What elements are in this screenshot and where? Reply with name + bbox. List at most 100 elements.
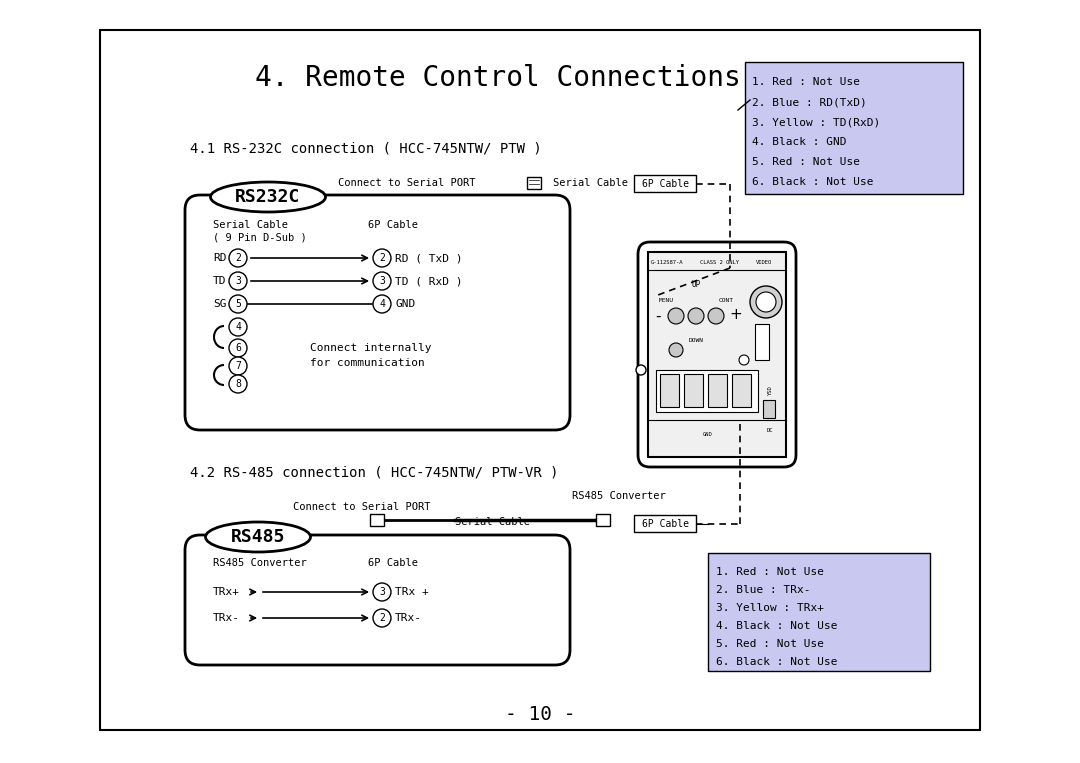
- Text: 2: 2: [379, 613, 384, 623]
- Circle shape: [373, 583, 391, 601]
- Circle shape: [688, 308, 704, 324]
- Text: SG: SG: [213, 299, 227, 309]
- Text: 4: 4: [379, 299, 384, 309]
- Text: 3. Yellow : TRx+: 3. Yellow : TRx+: [716, 603, 824, 613]
- Text: 6P Cable: 6P Cable: [642, 179, 689, 189]
- Text: RS485 Converter: RS485 Converter: [572, 491, 665, 501]
- Text: 1. Red : Not Use: 1. Red : Not Use: [752, 77, 860, 87]
- Text: G-112S87-A: G-112S87-A: [651, 259, 684, 265]
- Circle shape: [229, 357, 247, 375]
- Text: Connect to Serial PORT: Connect to Serial PORT: [338, 178, 475, 188]
- Text: TRx-: TRx-: [395, 613, 422, 623]
- Text: 4. Black : Not Use: 4. Black : Not Use: [716, 621, 837, 631]
- Bar: [648, 252, 786, 457]
- Bar: [634, 515, 696, 532]
- Text: 4. Black : GND: 4. Black : GND: [752, 137, 847, 147]
- Bar: [745, 62, 963, 194]
- Text: CONT: CONT: [718, 298, 733, 302]
- Text: MENU: MENU: [659, 298, 674, 302]
- Circle shape: [373, 295, 391, 313]
- Text: 4.2 RS-485 connection ( HCC-745NTW/ PTW-VR ): 4.2 RS-485 connection ( HCC-745NTW/ PTW-…: [190, 465, 558, 479]
- Text: 6P Cable: 6P Cable: [642, 519, 689, 529]
- Text: TD: TD: [213, 276, 227, 286]
- Text: RS485 Converter: RS485 Converter: [213, 558, 307, 568]
- Text: RD: RD: [213, 253, 227, 263]
- Circle shape: [373, 609, 391, 627]
- Text: 2. Blue : TRx-: 2. Blue : TRx-: [716, 585, 810, 595]
- Text: 3: 3: [235, 276, 241, 286]
- Text: GND: GND: [703, 432, 713, 436]
- Bar: [656, 370, 758, 412]
- Text: DOWN: DOWN: [689, 337, 703, 343]
- Text: 8: 8: [235, 379, 241, 389]
- Bar: [708, 553, 930, 671]
- Text: 4: 4: [235, 322, 241, 332]
- Circle shape: [229, 272, 247, 290]
- Text: RS485: RS485: [231, 528, 285, 546]
- Text: 6P Cable: 6P Cable: [368, 558, 418, 568]
- Text: Connect to Serial PORT: Connect to Serial PORT: [293, 502, 431, 512]
- Text: 6P Cable: 6P Cable: [368, 220, 418, 230]
- Circle shape: [373, 272, 391, 290]
- Text: VIDEO: VIDEO: [756, 259, 772, 265]
- Text: Serial Cable: Serial Cable: [455, 517, 530, 527]
- Bar: [708, 374, 727, 407]
- Bar: [762, 400, 775, 418]
- Text: 2. Blue : RD(TxD): 2. Blue : RD(TxD): [752, 97, 867, 107]
- Circle shape: [636, 365, 646, 375]
- Text: YSD: YSD: [768, 385, 772, 395]
- Text: 6. Black : Not Use: 6. Black : Not Use: [716, 657, 837, 667]
- Text: Serial Cable: Serial Cable: [553, 178, 627, 188]
- Text: 4.1 RS-232C connection ( HCC-745NTW/ PTW ): 4.1 RS-232C connection ( HCC-745NTW/ PTW…: [190, 141, 542, 155]
- Text: - 10 -: - 10 -: [504, 706, 576, 725]
- Circle shape: [229, 318, 247, 336]
- Circle shape: [739, 355, 750, 365]
- Bar: [100, 30, 980, 730]
- Text: 4. Remote Control Connections: 4. Remote Control Connections: [255, 64, 741, 92]
- Text: Serial Cable: Serial Cable: [213, 220, 288, 230]
- Text: 3. Yellow : TD(RxD): 3. Yellow : TD(RxD): [752, 117, 880, 127]
- Bar: [732, 374, 751, 407]
- Text: TRx+: TRx+: [213, 587, 240, 597]
- FancyBboxPatch shape: [185, 195, 570, 430]
- Text: 6. Black : Not Use: 6. Black : Not Use: [752, 177, 874, 187]
- Circle shape: [669, 343, 683, 357]
- Text: for communication: for communication: [310, 358, 424, 368]
- Bar: [596, 514, 610, 526]
- Text: ( 9 Pin D-Sub ): ( 9 Pin D-Sub ): [213, 232, 307, 242]
- Circle shape: [229, 339, 247, 357]
- FancyBboxPatch shape: [185, 535, 570, 665]
- Text: +: +: [730, 307, 742, 321]
- Text: RD ( TxD ): RD ( TxD ): [395, 253, 462, 263]
- Circle shape: [229, 249, 247, 267]
- Text: CLASS 2 ONLY: CLASS 2 ONLY: [700, 259, 739, 265]
- Bar: [527, 177, 541, 189]
- Text: 5. Red : Not Use: 5. Red : Not Use: [752, 157, 860, 167]
- Bar: [634, 175, 696, 192]
- Text: 5. Red : Not Use: 5. Red : Not Use: [716, 639, 824, 649]
- Text: 6: 6: [235, 343, 241, 353]
- Circle shape: [229, 375, 247, 393]
- Text: 3: 3: [379, 276, 384, 286]
- Text: UP: UP: [691, 279, 701, 288]
- Circle shape: [229, 295, 247, 313]
- Text: DC: DC: [767, 427, 773, 433]
- Bar: [684, 374, 703, 407]
- Text: Connect internally: Connect internally: [310, 343, 432, 353]
- Text: 7: 7: [235, 361, 241, 371]
- Text: 5: 5: [235, 299, 241, 309]
- Ellipse shape: [211, 182, 325, 212]
- Circle shape: [756, 292, 777, 312]
- Bar: [660, 374, 679, 407]
- Bar: [370, 514, 384, 526]
- Text: GND: GND: [395, 299, 415, 309]
- Circle shape: [669, 308, 684, 324]
- Text: TRx-: TRx-: [213, 613, 240, 623]
- Text: 3: 3: [379, 587, 384, 597]
- Text: TD ( RxD ): TD ( RxD ): [395, 276, 462, 286]
- Ellipse shape: [205, 522, 311, 552]
- Bar: [755, 324, 769, 360]
- Text: 2: 2: [235, 253, 241, 263]
- Text: TRx +: TRx +: [395, 587, 429, 597]
- Text: 2: 2: [379, 253, 384, 263]
